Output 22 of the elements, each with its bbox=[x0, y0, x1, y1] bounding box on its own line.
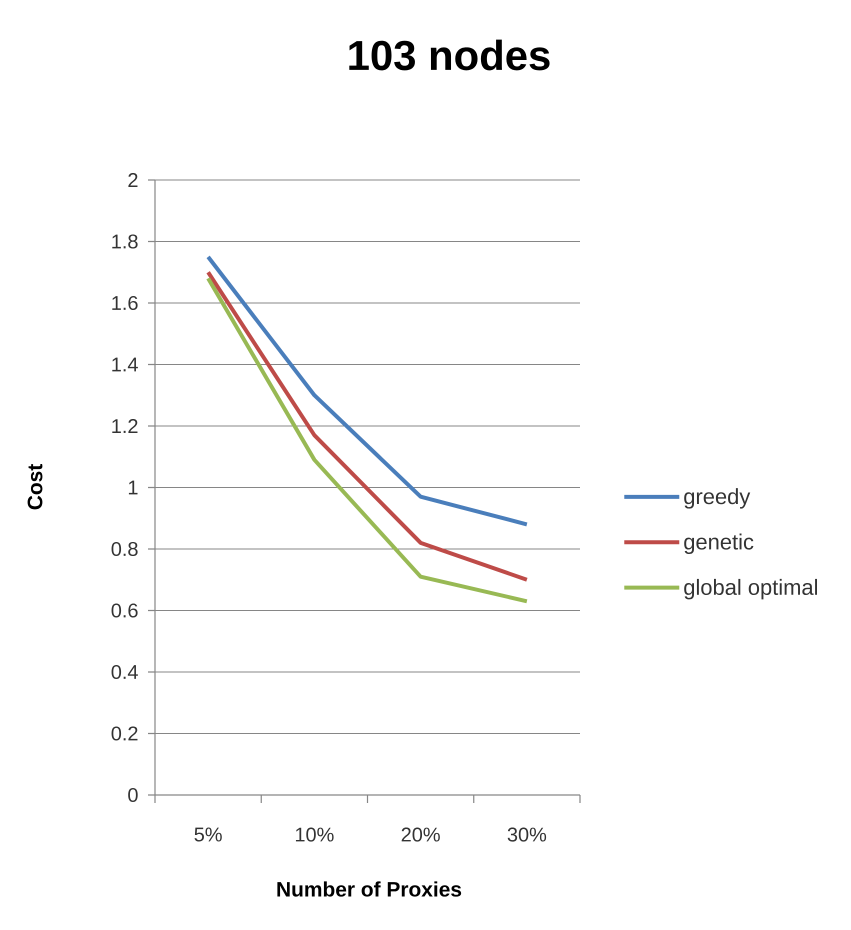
y-tick-label: 1.2 bbox=[112, 419, 138, 433]
chart-title: 103 nodes bbox=[349, 40, 550, 70]
x-tick-label: 20% bbox=[402, 828, 440, 842]
y-tick-label: 1.8 bbox=[112, 234, 138, 249]
y-tick-label: 0.2 bbox=[112, 726, 138, 741]
legend-label: genetic bbox=[684, 534, 754, 554]
legend-label: greedy bbox=[684, 488, 750, 509]
y-tick-label: 1.4 bbox=[112, 358, 138, 372]
y-tick-label: 0.4 bbox=[112, 664, 138, 680]
x-tick-label: 10% bbox=[296, 828, 334, 842]
y-tick-label: 1.6 bbox=[112, 296, 138, 310]
y-tick-label: 1 bbox=[128, 480, 138, 494]
line-series bbox=[206, 254, 529, 526]
y-axis-title: Cost bbox=[28, 464, 42, 510]
y-tick-label: 2 bbox=[128, 173, 138, 187]
y-tick-label: 0 bbox=[128, 788, 138, 802]
y-tick-label: 0.8 bbox=[112, 542, 138, 556]
x-axis-title: Number of Proxies bbox=[277, 881, 462, 897]
y-tick-label: 0.6 bbox=[112, 603, 138, 618]
legend-label: global optimal bbox=[684, 578, 818, 600]
x-tick-label: 30% bbox=[508, 828, 546, 842]
x-tick-label: 5% bbox=[194, 828, 222, 842]
